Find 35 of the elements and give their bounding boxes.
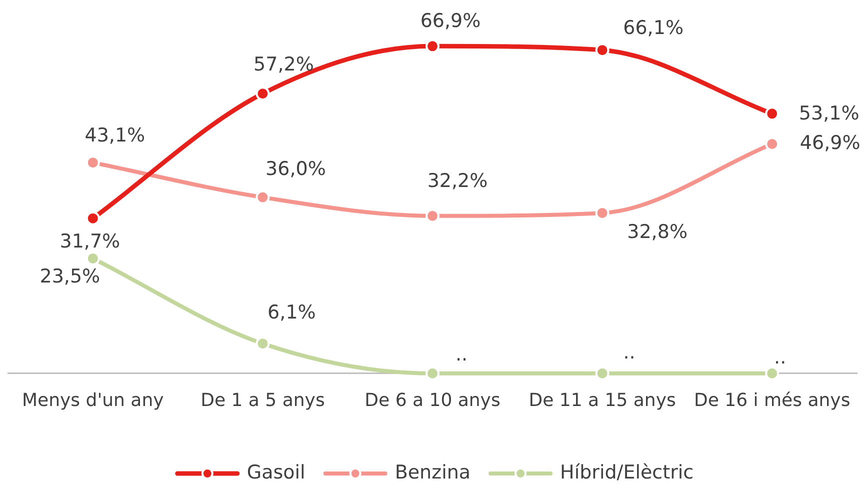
data-label: 43,1% (84, 124, 146, 147)
data-label: 36,0% (266, 158, 326, 180)
data-label: 32,2% (427, 170, 488, 192)
point (765, 106, 780, 121)
point (256, 86, 270, 101)
point (256, 336, 270, 351)
point (426, 366, 440, 380)
data-label: 66,9% (420, 10, 481, 32)
point (765, 366, 780, 380)
data-label: 31,7% (60, 230, 120, 252)
x-tick-label: De 16 i més anys (694, 390, 850, 411)
legend-label: Gasoil (246, 461, 306, 484)
data-label: 46,9% (800, 132, 860, 154)
data-label: .. (623, 341, 636, 364)
point (86, 156, 100, 170)
data-label: 6,1% (268, 302, 316, 324)
data-label: 23,5% (40, 265, 100, 288)
point (595, 43, 610, 58)
point (426, 39, 440, 54)
x-tick-label: De 11 a 15 anys (528, 390, 676, 411)
data-label: .. (455, 343, 468, 366)
point (256, 190, 270, 204)
x-tick-label: De 1 a 5 anys (200, 390, 325, 411)
data-label: 32,8% (627, 220, 688, 243)
legend-label: Benzina (394, 461, 471, 484)
data-label: 53,1% (798, 102, 860, 125)
legend-label: Híbrid/Elèctric (560, 461, 694, 484)
x-tick-label: Menys d'un any (22, 390, 164, 411)
data-label: .. (774, 346, 786, 368)
point (595, 366, 610, 380)
data-label: 66,1% (623, 17, 684, 40)
data-label: 57,2% (254, 54, 314, 76)
x-tick-label: De 6 a 10 anys (364, 390, 500, 411)
point (426, 208, 440, 223)
point (86, 211, 100, 226)
